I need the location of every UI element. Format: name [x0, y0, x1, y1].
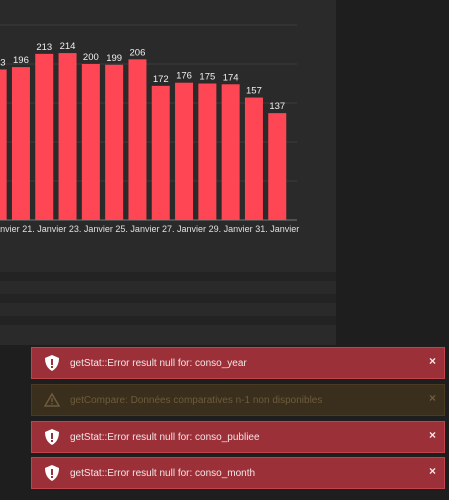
row [0, 316, 336, 325]
toast-text: getCompare: Données comparatives n-1 non… [70, 394, 323, 406]
error-toast: getStat::Error result null for: conso_mo… [31, 457, 445, 489]
value-label: 196 [13, 55, 29, 66]
chart: 19. Janvier 193 196 21. Janvier 213 214 23. Ja… [0, 24, 299, 234]
warning-toast: getCompare: Données comparatives n-1 non… [31, 384, 445, 416]
x-tick-label: 29. Janvier [209, 224, 253, 234]
x-tick-label: 31. Janvier [255, 224, 299, 234]
bar [175, 82, 194, 220]
value-label: 214 [60, 41, 76, 52]
chart-panel: 19. Janvier 193 196 21. Janvier 213 214 23. Ja… [0, 0, 336, 345]
value-label: 213 [36, 42, 52, 53]
bar [35, 53, 54, 220]
close-button[interactable]: × [428, 428, 436, 442]
bar [128, 59, 147, 220]
x-tick-label: 23. Janvier [69, 224, 113, 234]
bar [268, 113, 287, 220]
bar [221, 84, 240, 220]
value-label: 172 [153, 74, 169, 85]
x-tick-label: 27. Janvier [162, 224, 206, 234]
value-label: 174 [223, 72, 239, 83]
shield-icon [45, 429, 59, 445]
bar [81, 64, 100, 220]
value-label: 199 [106, 53, 122, 64]
close-button[interactable]: × [428, 354, 436, 368]
bar [151, 85, 170, 220]
bar [244, 97, 263, 220]
value-label: 193 [0, 57, 6, 68]
value-label: 200 [83, 52, 99, 63]
toast-text: getStat::Error result null for: conso_ye… [70, 357, 247, 369]
row [0, 294, 336, 303]
error-toast: getStat::Error result null for: conso_pu… [31, 421, 445, 453]
shield-icon [45, 355, 59, 371]
bar [198, 83, 217, 220]
row [0, 272, 336, 281]
value-label: 137 [269, 101, 285, 112]
close-button[interactable]: × [428, 391, 436, 405]
x-tick-label: 19. Janvier [0, 224, 20, 234]
value-label: 157 [246, 86, 262, 97]
value-label: 206 [130, 47, 146, 58]
bar [0, 69, 7, 221]
close-button[interactable]: × [428, 464, 436, 478]
toast-text: getStat::Error result null for: conso_mo… [70, 467, 256, 479]
value-label: 176 [176, 71, 192, 82]
x-tick-label: 25. Janvier [115, 224, 159, 234]
shield-icon [45, 465, 59, 481]
value-label: 175 [199, 72, 215, 83]
bar [105, 64, 124, 220]
warning-icon [44, 392, 60, 407]
x-tick-label: 21. Janvier [22, 224, 66, 234]
bar [11, 67, 30, 221]
error-toast: getStat::Error result null for: conso_ye… [31, 347, 445, 379]
bar [58, 53, 77, 220]
toast-text: getStat::Error result null for: conso_pu… [70, 431, 260, 443]
